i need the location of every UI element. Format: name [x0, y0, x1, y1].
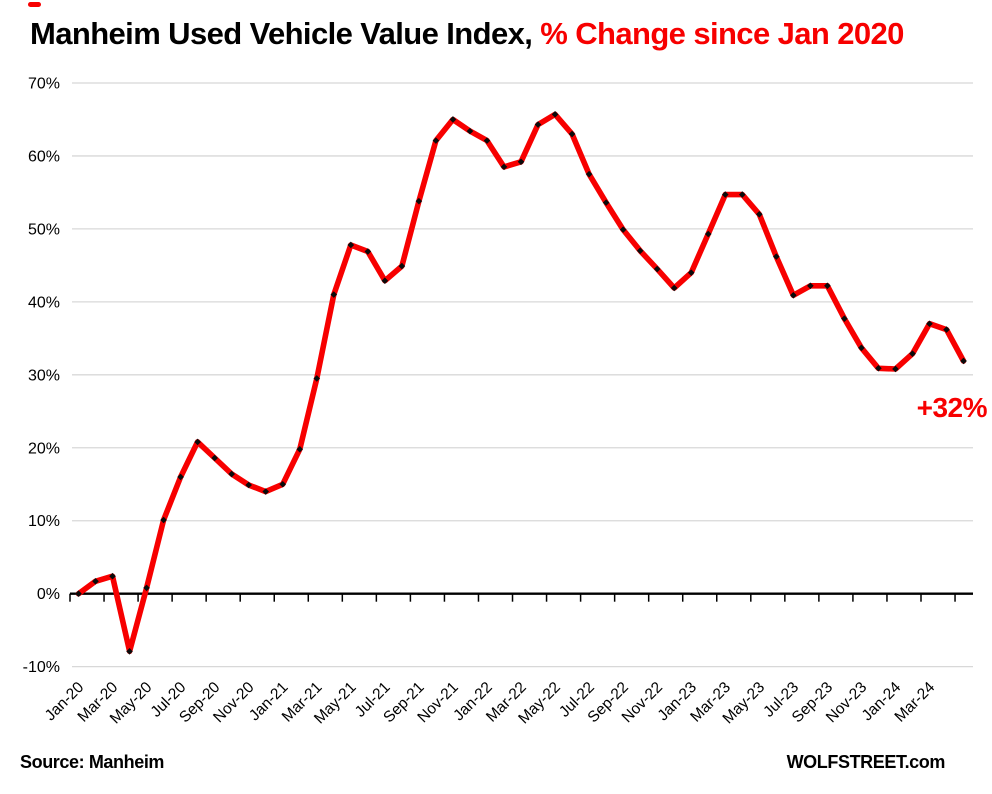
data-point-marker [704, 230, 712, 238]
data-point-marker [875, 364, 882, 372]
data-point-marker [824, 282, 831, 290]
data-point-marker [807, 282, 814, 290]
data-point-marker [330, 291, 338, 298]
data-point-marker [296, 445, 304, 453]
data-point-marker [756, 211, 763, 218]
y-axis-label: 10% [28, 513, 60, 530]
data-point-marker [636, 247, 644, 255]
brand-label: WOLFSTREET.com [786, 752, 946, 772]
data-point-marker [909, 350, 916, 357]
data-point-marker [109, 572, 116, 580]
data-point-marker [466, 127, 474, 135]
data-point-marker [858, 344, 865, 352]
chart-title-black: Manheim Used Vehicle Value Index, [30, 16, 541, 51]
data-point-marker [653, 265, 661, 273]
data-point-marker [738, 191, 746, 198]
data-point-marker [432, 137, 440, 144]
data-point-marker [670, 284, 678, 292]
data-point-marker [160, 516, 167, 524]
data-point-marker [551, 111, 559, 118]
data-point-marker [347, 241, 355, 249]
data-point-marker [500, 163, 508, 171]
data-point-marker [398, 262, 406, 270]
data-point-marker [943, 326, 950, 333]
series-line [75, 111, 967, 655]
data-point-marker [892, 365, 899, 373]
data-point-marker [245, 481, 252, 489]
y-axis-label: 70% [28, 75, 60, 92]
data-point-marker [585, 170, 593, 178]
y-axis-label: 60% [28, 148, 60, 165]
y-axis-label: -10% [23, 659, 60, 676]
data-point-marker [381, 277, 389, 285]
data-point-marker [687, 269, 695, 276]
data-point-marker [92, 577, 99, 585]
data-point-marker [602, 199, 610, 206]
data-point-marker [449, 116, 457, 123]
data-point-marker [568, 130, 576, 138]
y-axis-label: 20% [28, 440, 60, 457]
data-point-marker [517, 158, 525, 166]
source-label: Source: Manheim [20, 752, 165, 772]
chart-title: Manheim Used Vehicle Value Index, % Chan… [30, 16, 985, 52]
data-point-marker [534, 121, 542, 128]
data-point-marker [228, 470, 235, 478]
data-point-marker [177, 473, 184, 481]
data-point-marker [364, 248, 372, 255]
data-point-marker [262, 488, 270, 495]
data-point-marker [313, 375, 321, 382]
data-point-marker [721, 191, 729, 198]
data-point-marker [211, 454, 218, 462]
data-point-marker [960, 357, 967, 365]
top-left-red-mark [28, 2, 41, 7]
data-point-marker [415, 197, 423, 205]
y-axis-label: 40% [28, 294, 60, 311]
data-point-marker [75, 590, 82, 597]
data-point-marker [126, 648, 133, 655]
y-axis-label: 50% [28, 221, 60, 238]
chart-title-red: % Change since Jan 2020 [540, 16, 904, 51]
y-axis-label: 30% [28, 367, 60, 384]
data-point-marker [279, 480, 287, 488]
data-point-marker [926, 320, 933, 328]
data-point-marker [143, 584, 150, 592]
data-point-marker [773, 253, 780, 260]
y-axis-label: 0% [37, 586, 60, 603]
data-point-marker [790, 291, 797, 299]
data-point-marker [841, 315, 848, 322]
data-point-marker [194, 438, 201, 446]
data-point-marker [483, 137, 491, 144]
data-point-marker [619, 226, 627, 233]
last-value-annotation: +32% [916, 392, 988, 423]
